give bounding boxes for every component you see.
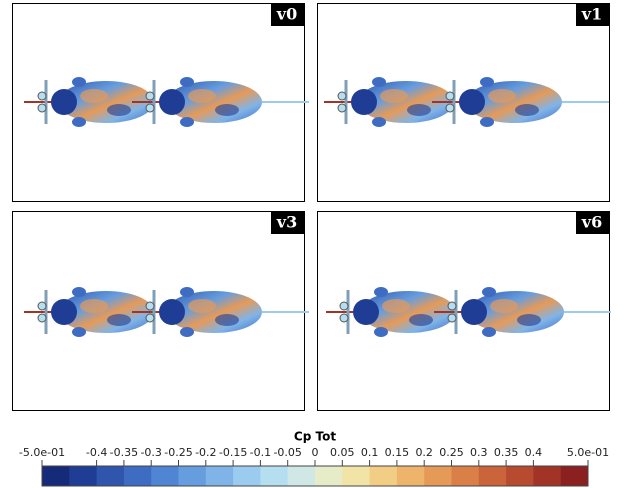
- tick-label: 0.25: [439, 446, 464, 459]
- tick-label: -0.35: [110, 446, 138, 459]
- tick-label: 0.4: [525, 446, 543, 459]
- colorbar-segment: [342, 466, 370, 486]
- colorbar-segment: [97, 466, 125, 486]
- tick-label: -0.15: [219, 446, 247, 459]
- colorbar: -5.0e-01 -0.4-0.35-0.3-0.25-0.2-0.15-0.1-…: [19, 446, 609, 486]
- tick-label: -0.2: [195, 446, 216, 459]
- colorbar-segment: [206, 466, 234, 486]
- colorbar-segment: [42, 466, 70, 486]
- colorbar-segment: [151, 466, 179, 486]
- tick-label: -0.4: [86, 446, 107, 459]
- tick-label: 0.1: [361, 446, 379, 459]
- colorbar-segment: [288, 466, 316, 486]
- colorbar-segment: [533, 466, 561, 486]
- tick-label: 0.3: [470, 446, 488, 459]
- colorbar-segment: [315, 466, 343, 486]
- tick-label: -0.1: [250, 446, 271, 459]
- tick-label: -0.05: [273, 446, 301, 459]
- colorbar-segment: [424, 466, 452, 486]
- figure: v0 v1 v3 v6 Cp Tot -5.0e-01 -0.4-0.35-0.3…: [0, 0, 624, 488]
- tick-label: 0.05: [330, 446, 355, 459]
- colorbar-segment: [506, 466, 534, 486]
- tick-label: 0: [312, 446, 319, 459]
- colorbar-segment: [69, 466, 97, 486]
- tick-label: -0.3: [140, 446, 161, 459]
- panel: v1: [318, 4, 610, 202]
- panel: v0: [13, 4, 310, 202]
- colorbar-segment: [370, 466, 398, 486]
- tick-label: 5.0e-01: [567, 446, 609, 459]
- colorbar-segment: [561, 466, 589, 486]
- colorbar-segment: [233, 466, 261, 486]
- panel: v3: [13, 212, 310, 411]
- page: v0 v1 v3 v6 Cp Tot -5.0e-01 -0.4-0.35-0.3…: [0, 0, 624, 488]
- colorbar-segment: [452, 466, 480, 486]
- tick-label: 0.35: [494, 446, 519, 459]
- tick-label: 0.2: [415, 446, 433, 459]
- colorbar-title: Cp Tot: [294, 430, 336, 444]
- colorbar-segment: [179, 466, 207, 486]
- panel: v6: [318, 212, 612, 411]
- colorbar-segment: [260, 466, 288, 486]
- panel-label: v6: [581, 213, 602, 232]
- colorbar-segment: [124, 466, 152, 486]
- panel-label: v1: [581, 5, 602, 24]
- tick-label: 0.15: [385, 446, 410, 459]
- panel-label: v3: [276, 213, 297, 232]
- colorbar-segment: [397, 466, 425, 486]
- tick-label: -0.25: [164, 446, 192, 459]
- colorbar-segment: [479, 466, 507, 486]
- tick-label: -5.0e-01: [19, 446, 65, 459]
- panel-label: v0: [276, 5, 297, 24]
